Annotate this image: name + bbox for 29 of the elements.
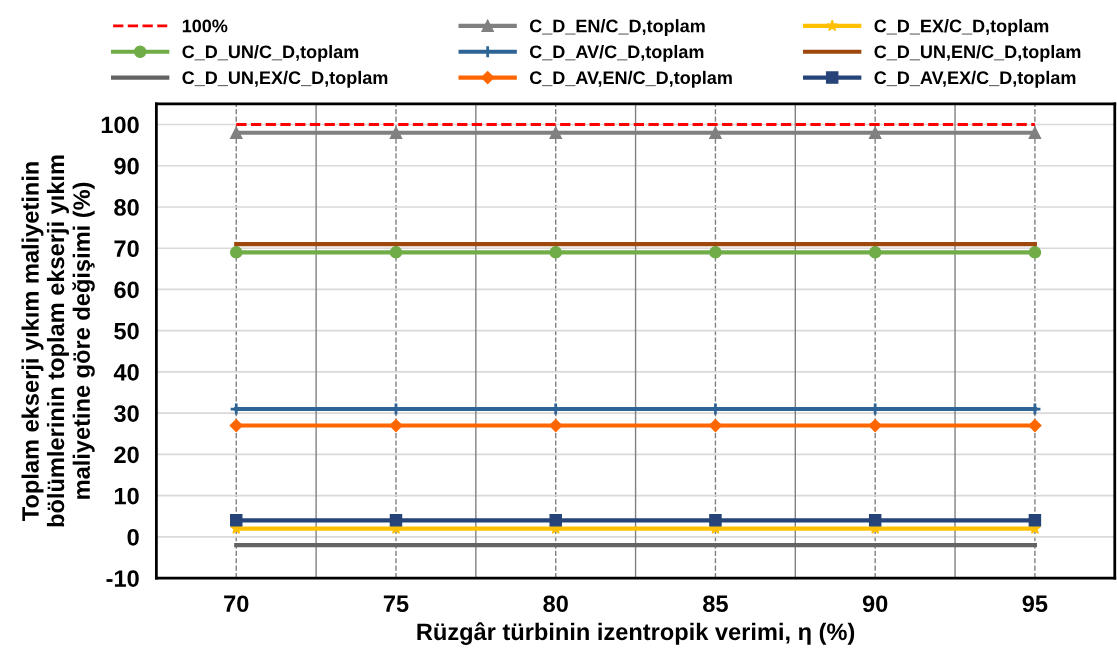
x-tick-label: 75 [383,595,409,613]
y-tick-label: 100 [101,116,139,134]
legend-label: C_D_UN,EN/C_D,toplam [874,44,1081,62]
y-tick-label: 50 [114,322,139,340]
y-tick-label: 0 [127,528,139,546]
x-tick-label: 95 [1022,595,1048,613]
x-tick-label: 85 [703,595,728,613]
y-tick-label: 20 [114,446,139,464]
x-axis-title: Rüzgâr türbinin izentropik verimi, η (%) [417,622,855,645]
legend-label: C_D_UN,EX/C_D,toplam [182,70,388,88]
x-tick-label: 80 [543,595,568,613]
y-tick-label: 40 [113,363,139,381]
y-tick-label: 30 [114,405,139,422]
y-tick-label: 70 [114,240,139,257]
y-tick-label: 90 [114,157,139,175]
legend-label: C_D_EN/C_D,toplam [529,19,705,36]
legend-label: C_D_AV,EX/C_D,toplam [874,70,1076,88]
legend-label: C_D_AV,EN/C_D,toplam [529,70,732,88]
y-tick-label: 80 [114,199,139,216]
y-tick-label: 60 [114,281,139,299]
x-tick-label: 70 [224,595,249,613]
x-tick-label: 90 [862,595,888,613]
legend-label: 100% [182,19,228,33]
y-tick-label: -10 [106,570,139,587]
legend-label: C_D_EX/C_D,toplam [874,19,1049,36]
legend-label: C_D_AV/C_D,toplam [529,44,704,62]
y-axis-title: Toplam ekserji yıkım maliyetinin bölümlerinin toplam ekserji yıkım maliyetine göre değişimi (%) [21,155,95,527]
y-tick-label: 10 [114,487,139,505]
legend-label: C_D_UN/C_D,toplam [182,44,359,62]
